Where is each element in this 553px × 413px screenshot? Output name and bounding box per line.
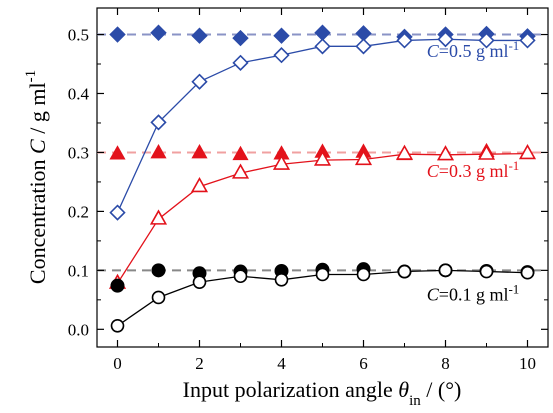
diamond-marker (519, 32, 536, 49)
circle-marker (520, 265, 535, 280)
x-tick-label: 6 (359, 354, 368, 373)
y-tick-label: 0.2 (68, 202, 89, 221)
triangle-marker (231, 163, 250, 179)
x-axis-title: Input polarization angle θin / (°) (183, 377, 462, 409)
triangle-marker (354, 149, 373, 166)
diamond-marker (355, 38, 372, 55)
triangle-marker (232, 145, 249, 161)
circle-marker (233, 269, 248, 284)
circle-marker (438, 263, 453, 278)
diamond-marker (191, 27, 208, 44)
x-tick-label: 4 (277, 354, 286, 373)
circle-marker (151, 290, 166, 305)
circle-marker (110, 318, 125, 333)
circle-marker (110, 278, 125, 293)
diamond-marker (150, 24, 167, 41)
diamond-marker (109, 204, 126, 221)
annotation-label: C=0.3 g ml-1 (427, 158, 520, 182)
y-tick-label: 0.1 (68, 261, 89, 280)
triangle-marker (109, 145, 126, 160)
annotation-label: C=0.1 g ml-1 (427, 281, 520, 305)
y-axis-title: Concentration C / g ml-1 (23, 70, 50, 284)
circle-marker (397, 264, 412, 279)
series-C=0.1-open (110, 263, 535, 333)
triangle-marker (395, 144, 414, 160)
x-tick-label: 10 (519, 354, 536, 373)
diamond-marker (232, 29, 249, 47)
y-tick-label: 0.0 (68, 320, 89, 339)
diamond-marker (150, 114, 167, 131)
diamond-marker (191, 73, 208, 90)
diamond-marker (396, 32, 413, 49)
triangle-marker (190, 177, 209, 193)
diamond-marker (273, 47, 290, 64)
series-C=0.5-open (109, 31, 536, 221)
triangle-marker (191, 144, 208, 159)
triangle-marker (518, 143, 537, 160)
diamond-marker (314, 38, 331, 55)
triangle-marker (272, 154, 291, 170)
x-tick-label: 2 (195, 354, 204, 373)
diamond-marker (478, 32, 495, 49)
diamond-marker (437, 31, 454, 48)
axes-layer: 0 2 4 6 8 10 0.0 0.1 0.2 0.3 0.4 0.5 (68, 8, 548, 373)
series-layer (108, 24, 537, 333)
diamond-marker (273, 27, 290, 44)
y-tick-label: 0.5 (68, 26, 89, 45)
y-tick-label: 0.4 (68, 84, 90, 103)
triangle-marker (477, 144, 496, 160)
circle-marker (315, 267, 330, 282)
x-tick-label: 8 (441, 354, 450, 373)
diamond-marker (232, 54, 249, 71)
diamond-marker (109, 26, 126, 43)
diamond-marker (314, 24, 331, 41)
triangle-marker (436, 145, 455, 161)
circle-marker (479, 264, 494, 279)
triangle-marker (149, 209, 168, 225)
circle-marker (274, 272, 289, 287)
triangle-marker (313, 150, 332, 166)
annotation-label: C=0.5 g ml-1 (427, 37, 520, 61)
circle-marker (356, 267, 371, 282)
circle-marker (192, 275, 207, 289)
triangle-marker (150, 144, 167, 159)
x-tick-label: 0 (113, 354, 122, 373)
circle-marker (151, 263, 166, 278)
annotations: C=0.5 g ml-1 C=0.3 g ml-1 C=0.1 g ml-1 (427, 37, 520, 304)
y-tick-label: 0.3 (68, 143, 89, 162)
series-line (116, 38, 528, 213)
